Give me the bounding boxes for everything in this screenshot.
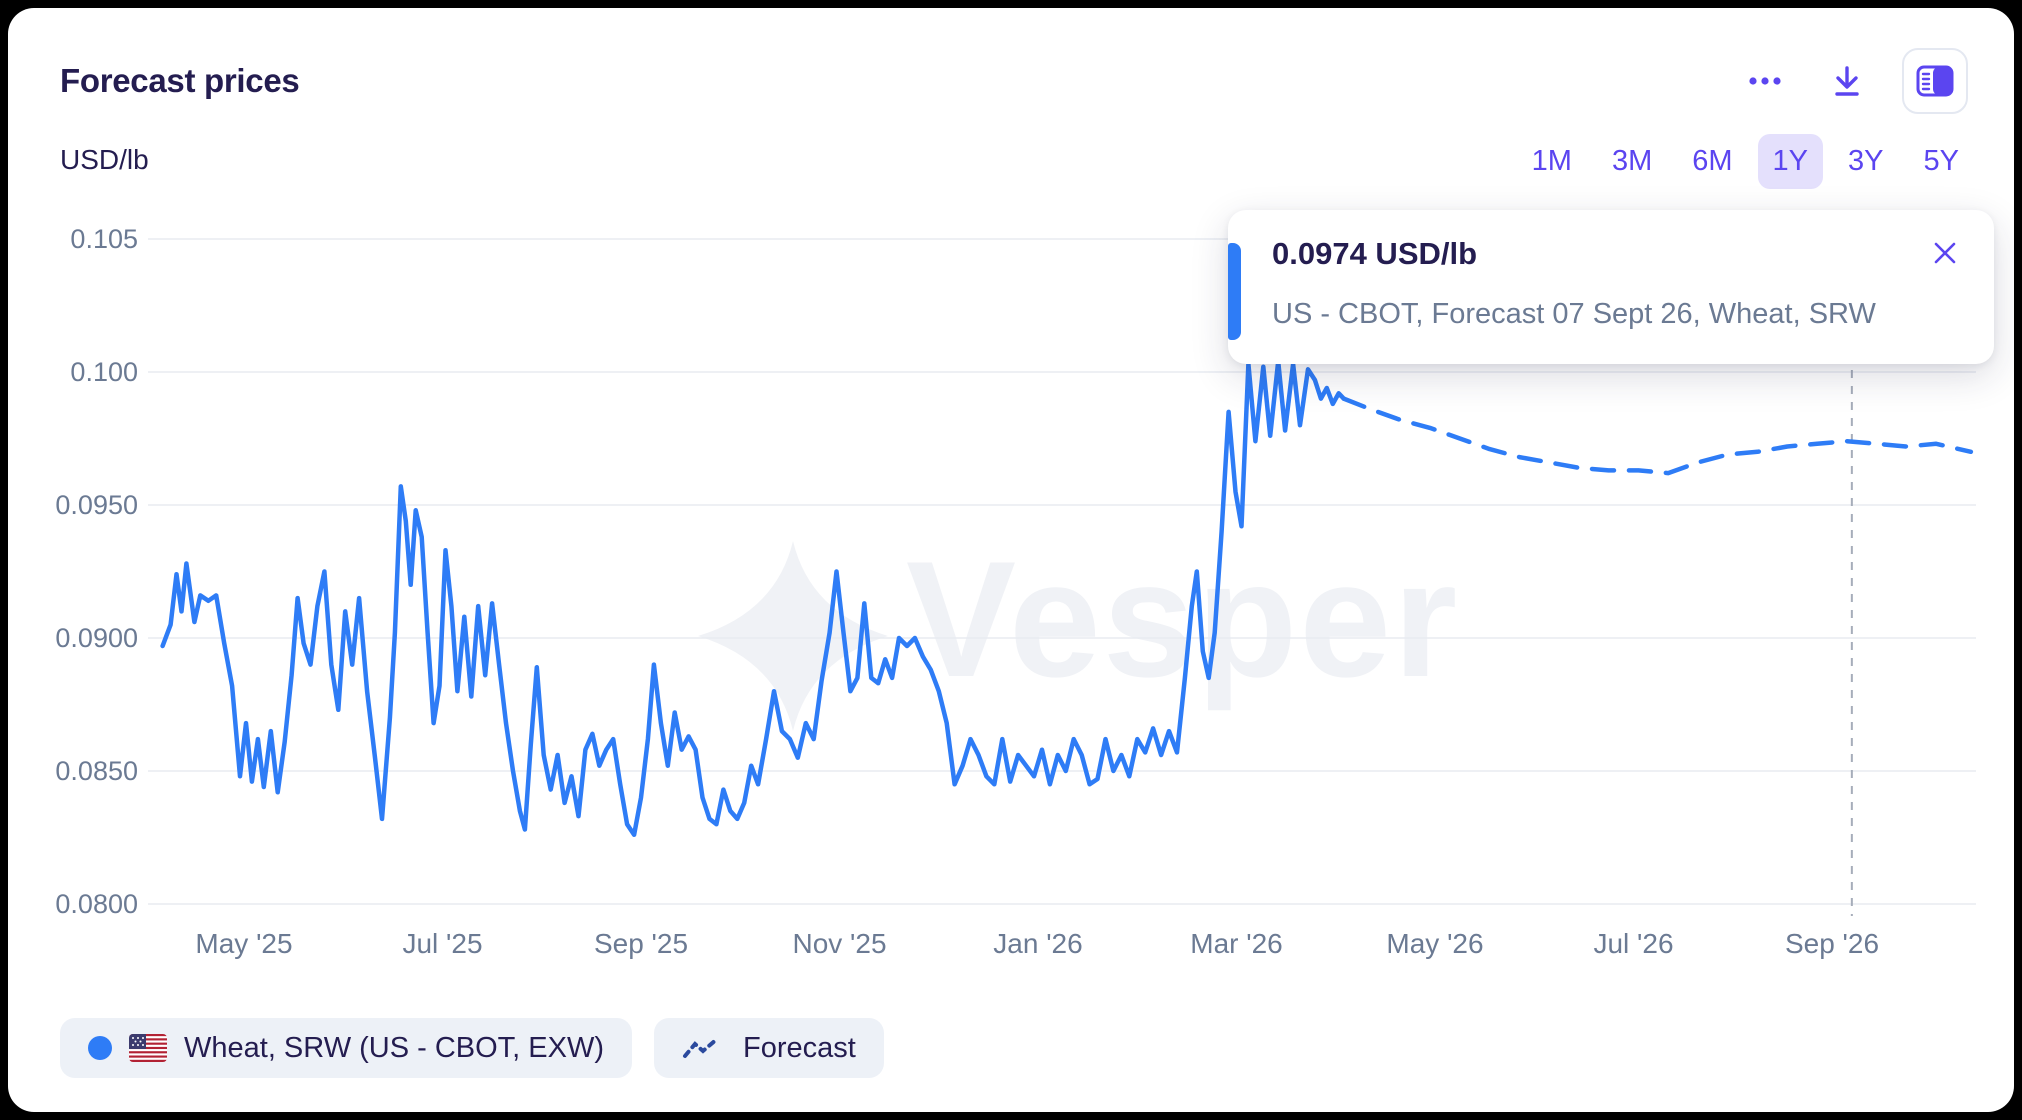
more-options-button[interactable] bbox=[1738, 54, 1792, 108]
price-line[interactable] bbox=[160, 359, 1346, 838]
vesper-watermark: Vesper bbox=[698, 527, 1459, 731]
chart-tooltip: 0.0974 USD/lb US - CBOT, Forecast 07 Sep… bbox=[1228, 210, 1994, 364]
svg-text:Sep '25: Sep '25 bbox=[594, 928, 688, 959]
forecast-prices-card: Vesper 0.105 0.100 0.0950 0.0900 0.0850 0.080… bbox=[8, 8, 2014, 1112]
page-title: Forecast prices bbox=[60, 62, 300, 99]
sidebar-panel-icon bbox=[1916, 65, 1954, 97]
svg-text:May '25: May '25 bbox=[195, 928, 292, 959]
range-1y-selected[interactable]: 1Y bbox=[1757, 134, 1824, 189]
svg-text:Nov '25: Nov '25 bbox=[792, 928, 886, 959]
tooltip-accent-bar bbox=[1228, 243, 1241, 340]
svg-text:0.100: 0.100 bbox=[70, 357, 138, 387]
legend-forecast-chip[interactable]: Forecast bbox=[654, 1018, 884, 1078]
download-icon bbox=[1835, 66, 1859, 96]
watermark-text: Vesper bbox=[906, 527, 1459, 711]
vesper-logo-icon bbox=[698, 541, 888, 731]
tooltip-value: 0.0974 USD/lb bbox=[1272, 236, 1478, 271]
legend-series-chip[interactable]: Wheat, SRW (US - CBOT, EXW) bbox=[60, 1018, 633, 1078]
y-axis-labels: 0.105 0.100 0.0950 0.0900 0.0850 0.0800 bbox=[55, 224, 138, 919]
tooltip-close-button[interactable] bbox=[1928, 236, 1962, 270]
range-1m[interactable]: 1M bbox=[1531, 145, 1572, 177]
forecast-line[interactable] bbox=[1341, 396, 1974, 476]
y-axis-unit-label: USD/lb bbox=[60, 144, 149, 175]
x-axis-labels: May '25 Jul '25 Sep '25 Nov '25 Jan '26 Mar '… bbox=[195, 928, 1879, 959]
legend-forecast-label: Forecast bbox=[743, 1031, 856, 1064]
time-range-selector: 1M 3M 6M 1Y 3Y 5Y bbox=[1517, 134, 1974, 189]
svg-text:0.105: 0.105 bbox=[70, 224, 138, 254]
legend-series-label: Wheat, SRW (US - CBOT, EXW) bbox=[184, 1031, 605, 1064]
range-5y[interactable]: 5Y bbox=[1923, 145, 1959, 177]
close-icon bbox=[1934, 242, 1956, 264]
svg-text:Jul '25: Jul '25 bbox=[402, 928, 482, 959]
range-3y[interactable]: 3Y bbox=[1848, 145, 1884, 177]
svg-text:Jul '26: Jul '26 bbox=[1593, 928, 1673, 959]
forecast-dashed-line-icon bbox=[683, 1037, 720, 1058]
svg-text:0.0800: 0.0800 bbox=[55, 889, 138, 919]
range-6m[interactable]: 6M bbox=[1692, 145, 1733, 177]
svg-text:0.0850: 0.0850 bbox=[55, 756, 138, 786]
chart-actions bbox=[1738, 48, 1968, 114]
range-3m[interactable]: 3M bbox=[1611, 145, 1653, 177]
us-flag-icon bbox=[129, 1034, 167, 1062]
svg-text:May '26: May '26 bbox=[1386, 928, 1483, 959]
tooltip-description: US - CBOT, Forecast 07 Sept 26, Wheat, S… bbox=[1272, 298, 1876, 330]
download-button[interactable] bbox=[1820, 54, 1874, 108]
panel-toggle-button[interactable] bbox=[1902, 48, 1968, 114]
svg-text:Jan '26: Jan '26 bbox=[993, 928, 1082, 959]
chart-legend: Wheat, SRW (US - CBOT, EXW) Forecast bbox=[60, 1018, 884, 1078]
ellipsis-icon bbox=[1749, 77, 1781, 85]
series-color-dot-icon bbox=[88, 1036, 112, 1060]
svg-text:0.0950: 0.0950 bbox=[55, 490, 138, 520]
svg-text:0.0900: 0.0900 bbox=[55, 623, 138, 653]
svg-text:Sep '26: Sep '26 bbox=[1785, 928, 1879, 959]
chart-canvas[interactable]: Vesper 0.105 0.100 0.0950 0.0900 0.0850 0.080… bbox=[8, 8, 2014, 1112]
svg-text:Mar '26: Mar '26 bbox=[1190, 928, 1283, 959]
